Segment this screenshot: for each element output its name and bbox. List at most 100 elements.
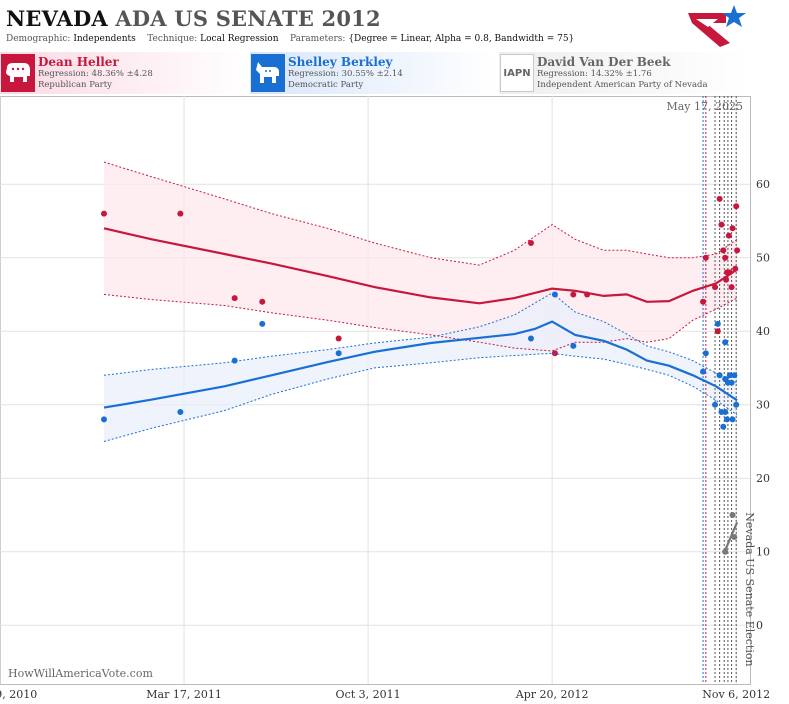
site-logo-icon <box>688 5 746 47</box>
confidence-band <box>104 293 738 442</box>
page-title: NEVADA ADA US SENATE 2012 <box>6 6 381 31</box>
regression-line <box>103 227 738 305</box>
poll-point <box>722 409 729 416</box>
iapn-icon: IAPN <box>500 54 534 92</box>
poll-point <box>722 254 729 261</box>
poll-point <box>712 284 719 291</box>
band-upper-line <box>103 161 738 266</box>
band-upper-line <box>103 292 738 384</box>
poll-point <box>718 221 725 228</box>
poll-point <box>700 368 707 375</box>
poll-point <box>712 401 719 408</box>
poll-point <box>725 232 732 239</box>
donkey-icon <box>251 54 285 92</box>
poll-point <box>722 339 729 346</box>
x-tick-label: Nov 6, 2012 <box>702 688 770 701</box>
y-tick-label: 10 <box>756 546 770 559</box>
poll-point <box>527 240 534 246</box>
candidate-card-berkley[interactable]: Shelley Berkley Regression: 30.55% ±2.14… <box>250 52 498 94</box>
poll-point <box>259 298 266 305</box>
x-tick-label: Apr 20, 2012 <box>515 688 589 701</box>
poll-point <box>527 335 534 342</box>
poll-point <box>177 409 184 416</box>
poll-point <box>729 511 736 518</box>
poll-point <box>722 548 729 555</box>
poll-point <box>726 372 733 379</box>
elephant-icon <box>1 54 35 92</box>
candidate-party: Independent American Party of Nevada <box>537 80 708 90</box>
poll-point <box>728 284 735 291</box>
candidate-party: Republican Party <box>38 80 112 90</box>
demographic-value: Independents <box>73 34 136 44</box>
poll-point <box>570 291 577 298</box>
poll-point <box>177 210 184 217</box>
header: NEVADA ADA US SENATE 2012 Demographic: I… <box>0 0 789 50</box>
demographic-label: Demographic: <box>6 34 71 44</box>
poll-point <box>584 291 591 298</box>
poll-point <box>714 328 721 335</box>
poll-point <box>734 247 741 254</box>
candidate-regression: Regression: 14.32% ±1.76 <box>537 69 652 79</box>
candidate-legend: Dean Heller Regression: 48.36% ±4.28 Rep… <box>0 52 789 94</box>
poll-point <box>728 379 735 386</box>
poll-point <box>551 291 558 298</box>
poll-point <box>731 372 738 379</box>
candidate-regression: Regression: 30.55% ±2.14 <box>288 69 403 79</box>
site-credit: HowWillAmericaVote.com <box>8 667 153 680</box>
y-tick-label: 40 <box>756 325 770 338</box>
candidate-regression: Regression: 48.36% ±4.28 <box>38 69 153 79</box>
election-annotation: Nevada US Senate Election <box>743 512 756 666</box>
poll-point <box>231 357 238 364</box>
poll-point <box>733 203 740 210</box>
technique-label: Technique: <box>147 34 198 44</box>
poll-point <box>100 210 107 217</box>
date-label: May 17, 2025 <box>666 100 743 113</box>
regression-line <box>724 521 739 551</box>
candidate-name: Shelley Berkley <box>288 55 393 69</box>
parameters-value: {Degree = Linear, Alpha = 0.8, Bandwidth… <box>348 34 575 44</box>
poll-point <box>723 276 730 283</box>
poll-point <box>729 416 736 423</box>
candidate-party: Democratic Party <box>288 80 364 90</box>
y-tick-label: 0 <box>756 619 763 632</box>
y-tick-label: 60 <box>756 178 770 191</box>
technique-value: Local Regression <box>200 34 279 44</box>
elephant-icon-shape <box>6 63 30 82</box>
poll-point <box>231 295 238 302</box>
poll-point <box>259 320 266 327</box>
poll-point <box>720 247 727 254</box>
candidate-name: Dean Heller <box>38 55 119 69</box>
band-lower-line <box>103 352 738 442</box>
candidate-card-heller[interactable]: Dean Heller Regression: 48.36% ±4.28 Rep… <box>0 52 248 94</box>
candidate-card-van-der-beek[interactable]: IAPN David Van Der Beek Regression: 14.3… <box>499 52 749 94</box>
poll-point <box>723 416 730 423</box>
poll-point <box>716 372 723 379</box>
donkey-icon-shape <box>256 62 279 83</box>
poll-point <box>570 342 577 349</box>
chart: 0 10 20 30 40 50 60 Aug 29, 2010 Mar 17, 2011 Oct… <box>0 96 770 701</box>
poll-point <box>731 534 738 540</box>
y-tick-label: 20 <box>756 472 770 485</box>
poll-point <box>335 350 342 357</box>
band-lower-line <box>103 293 738 352</box>
x-tick-label: Aug 29, 2010 <box>0 688 37 701</box>
candidate-name: David Van Der Beek <box>537 55 671 69</box>
parameters-line: Demographic: Independents Technique: Loc… <box>6 34 574 44</box>
x-tick-label: Oct 3, 2011 <box>336 688 401 701</box>
poll-point <box>702 254 709 261</box>
x-tick-label: Mar 17, 2011 <box>146 688 222 701</box>
poll-point <box>335 335 342 342</box>
regression-line <box>103 320 738 409</box>
poll-point <box>716 195 723 202</box>
poll-point <box>729 225 736 232</box>
poll-point <box>726 269 733 276</box>
poll-point <box>733 401 740 408</box>
poll-point <box>700 298 707 305</box>
poll-point <box>702 350 709 357</box>
y-tick-label: 50 <box>756 252 770 265</box>
poll-point <box>714 320 721 327</box>
y-tick-label: 30 <box>756 399 770 412</box>
poll-point <box>720 423 727 430</box>
poll-point <box>100 416 107 423</box>
title-state: NEVADA <box>6 6 108 31</box>
